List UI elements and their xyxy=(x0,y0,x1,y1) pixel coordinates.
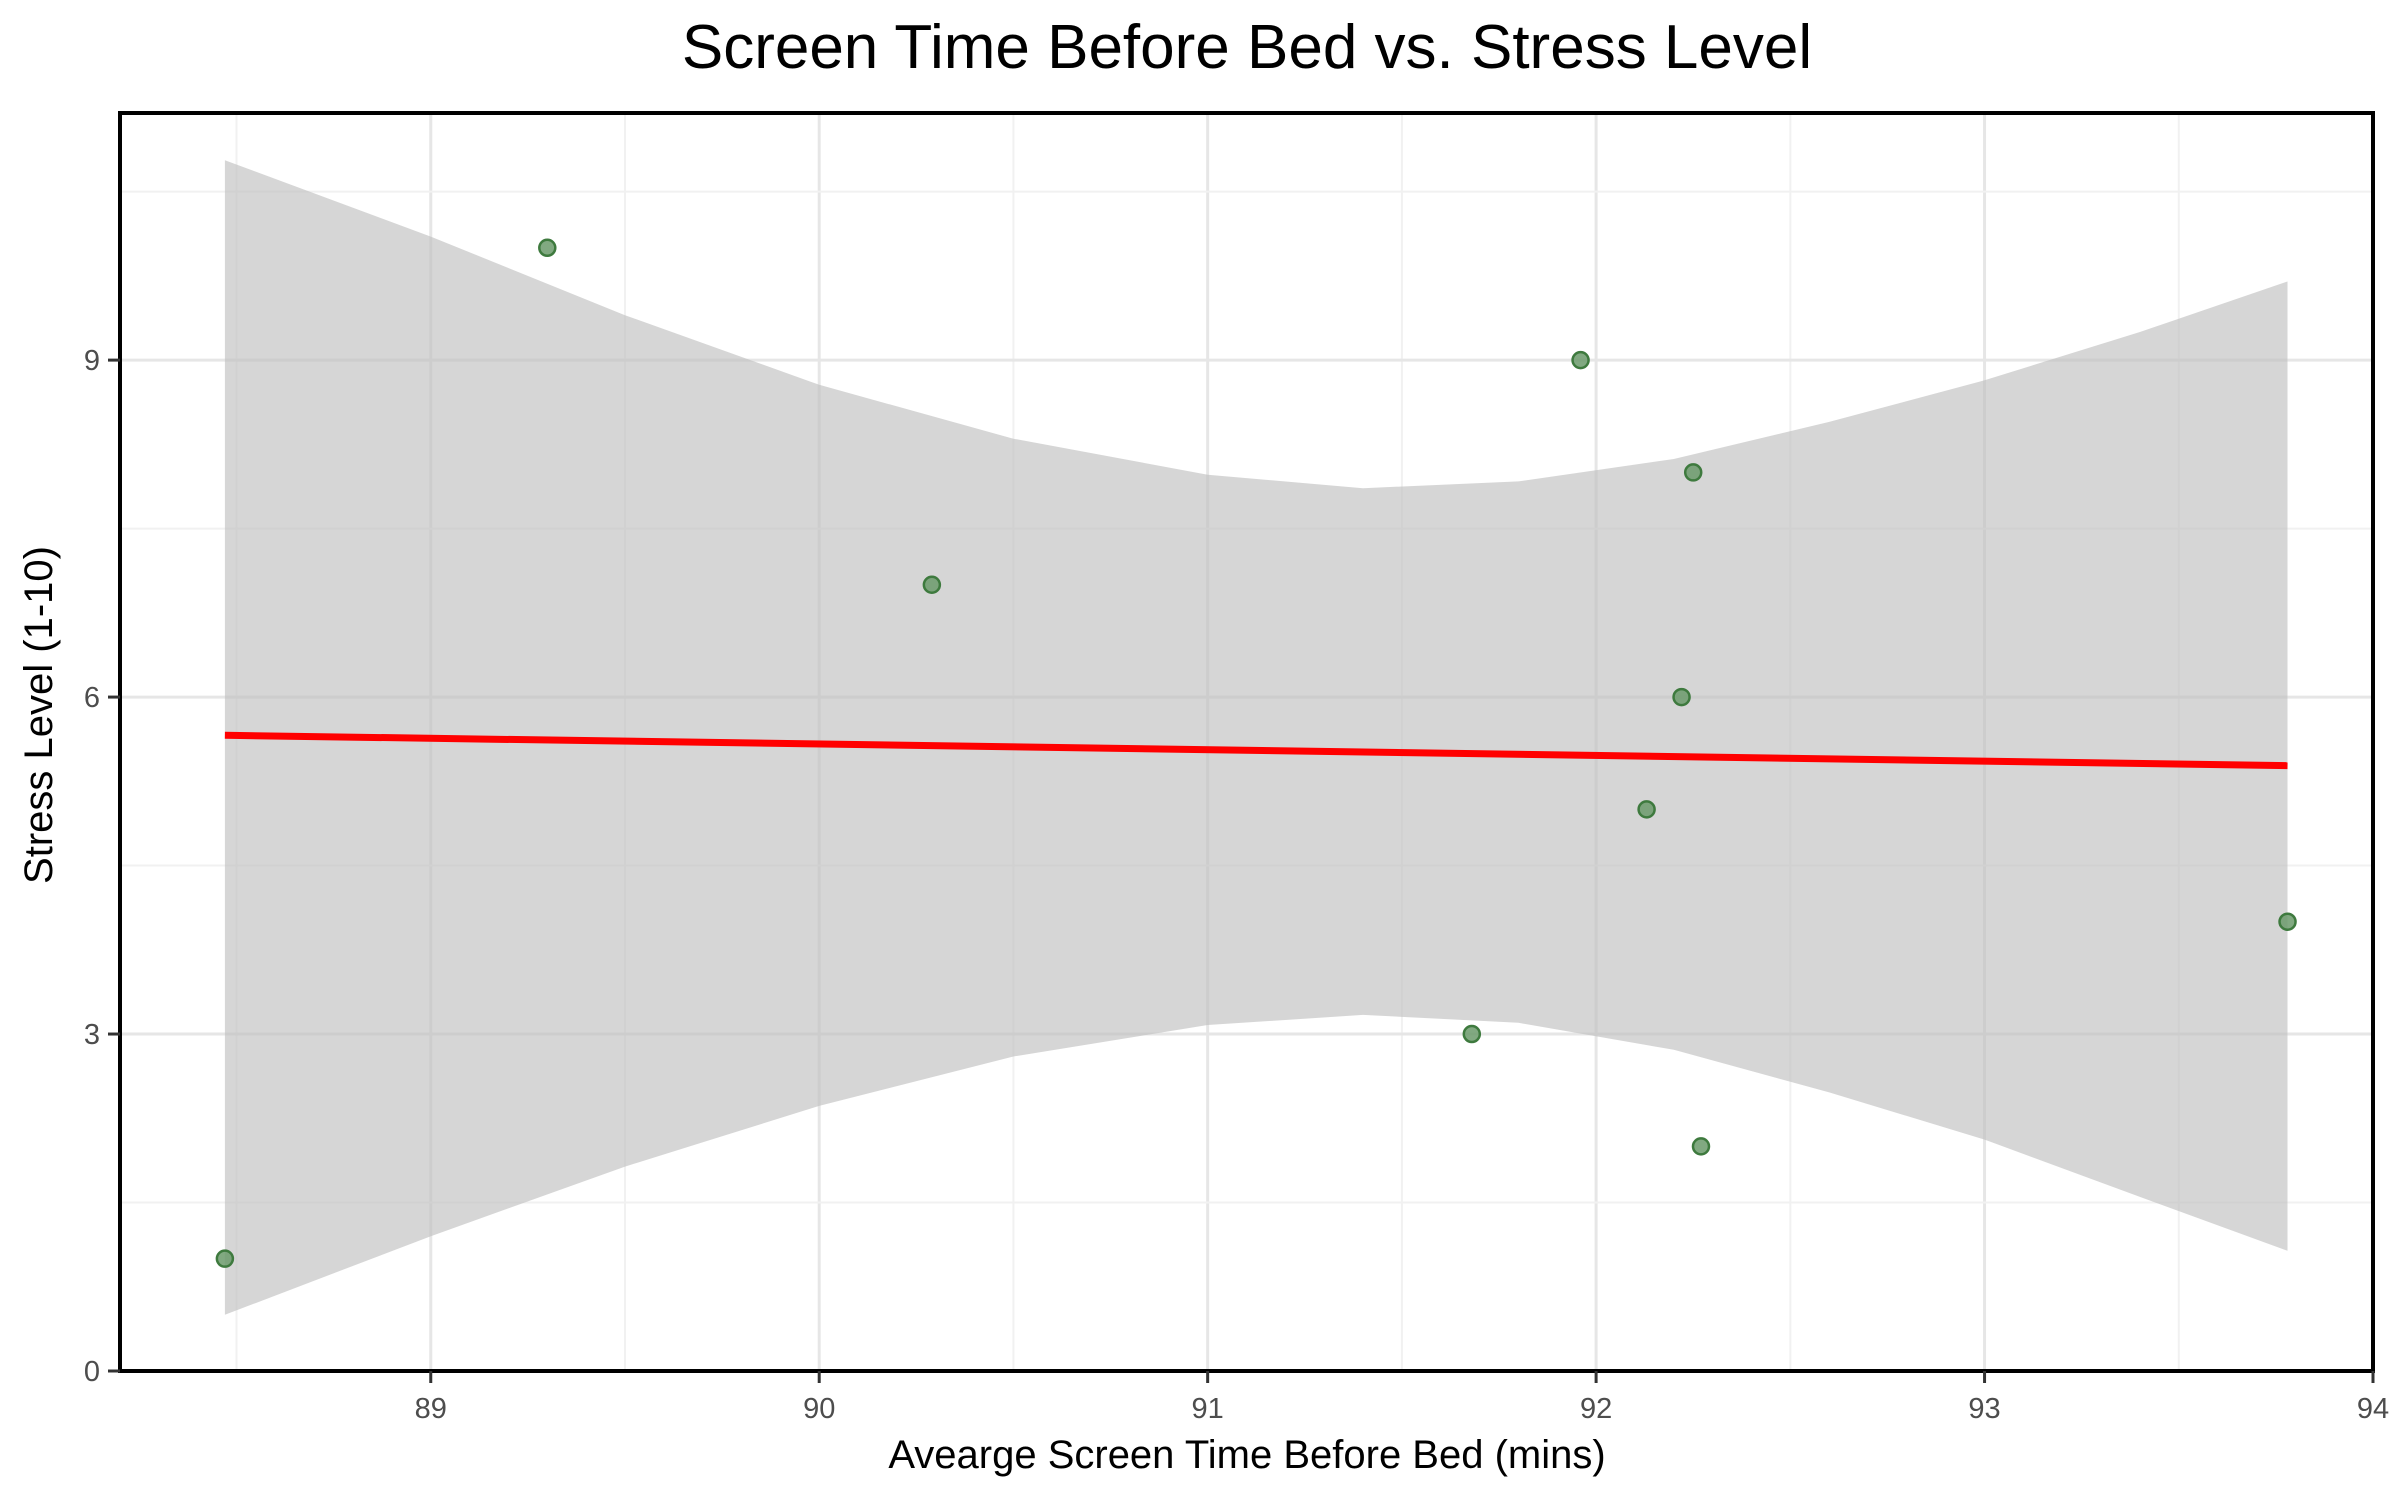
x-tick-label: 89 xyxy=(415,1393,447,1425)
x-tick-label: 92 xyxy=(1580,1393,1612,1425)
x-tick-label: 93 xyxy=(1968,1393,2000,1425)
y-axis-title: Stress Level (1-10) xyxy=(17,546,61,884)
confidence-band xyxy=(224,160,2288,1315)
data-points xyxy=(215,238,2297,1268)
x-tick-label: 90 xyxy=(803,1393,835,1425)
x-tick-label: 91 xyxy=(1192,1393,1224,1425)
y-tick-label: 3 xyxy=(84,1019,100,1051)
x-axis-ticks: 89 90 91 92 93 94 xyxy=(415,1371,2389,1425)
data-point xyxy=(1637,800,1656,819)
plot-border xyxy=(118,111,2375,1373)
trend-line xyxy=(224,731,2288,770)
data-point xyxy=(922,575,942,594)
data-point xyxy=(538,238,557,258)
y-tick-label: 0 xyxy=(84,1356,100,1388)
chart-title: Screen Time Before Bed vs. Stress Level xyxy=(682,13,1812,82)
data-point xyxy=(2278,912,2297,931)
x-tick-label: 94 xyxy=(2357,1393,2389,1425)
y-tick-label: 6 xyxy=(84,682,100,714)
x-axis-title: Avearge Screen Time Before Bed (mins) xyxy=(888,1433,1605,1477)
data-point xyxy=(1683,463,1703,482)
data-point xyxy=(215,1249,235,1268)
data-point xyxy=(1462,1024,1482,1044)
data-point xyxy=(1571,350,1590,370)
y-axis-ticks: 0 3 6 9 xyxy=(84,345,120,1388)
data-point xyxy=(1672,687,1691,707)
data-point xyxy=(1691,1137,1711,1156)
y-tick-label: 9 xyxy=(84,345,100,377)
